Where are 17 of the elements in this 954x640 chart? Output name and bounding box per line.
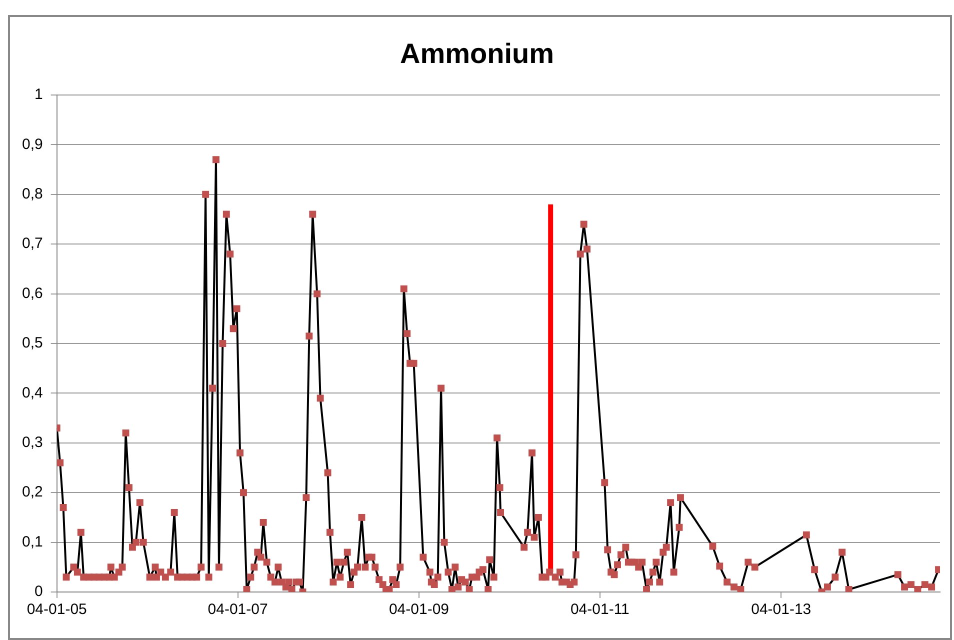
y-tick-label: 0,4: [22, 384, 43, 402]
x-tick-label: 04-01-11: [570, 601, 630, 618]
y-tick-label: 0: [34, 583, 43, 600]
x-tick-label: 04-01-05: [26, 601, 87, 618]
y-tick-label: 1: [34, 86, 43, 104]
y-tick-label: 0,9: [22, 136, 43, 153]
y-tick-label: 0,6: [22, 284, 43, 302]
y-tick-label: 0,3: [22, 434, 43, 452]
y-tick-label: 0,2: [22, 484, 43, 501]
y-tick-label: 0,8: [22, 186, 43, 203]
x-tick-label: 04-01-13: [751, 601, 812, 618]
y-tick-label: 0,1: [22, 533, 43, 550]
chart-title: Ammonium: [399, 38, 555, 70]
x-tick-label: 04-01-09: [388, 601, 450, 618]
y-tick-label: 0,5: [22, 334, 43, 352]
y-tick-label: 0,7: [22, 235, 43, 252]
x-tick-label: 04-01-07: [208, 601, 268, 618]
